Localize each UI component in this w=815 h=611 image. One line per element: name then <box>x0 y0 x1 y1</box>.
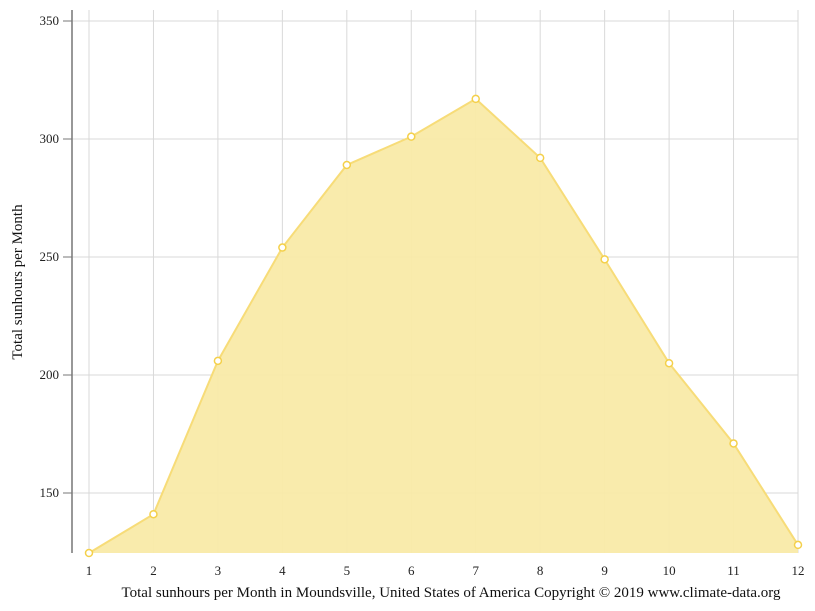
x-tick-label: 1 <box>86 563 93 578</box>
data-point <box>535 153 545 163</box>
data-point <box>342 160 352 170</box>
x-tick-label: 5 <box>344 563 351 578</box>
chart-caption: Total sunhours per Month in Moundsville,… <box>122 585 781 601</box>
x-tick-label: 4 <box>279 563 286 578</box>
data-point <box>664 358 674 368</box>
x-tick-label: 3 <box>215 563 222 578</box>
data-point <box>213 356 223 366</box>
data-point <box>471 94 480 104</box>
sunhours-line <box>88 97 799 554</box>
x-tick-label: 9 <box>601 563 608 578</box>
x-tick-label: 11 <box>727 563 740 578</box>
x-axis-ticks: 1 2 3 4 5 6 7 8 9 10 11 12 <box>86 563 805 578</box>
y-axis-ticks: 150 200 250 300 350 <box>40 13 72 500</box>
x-tick-label: 8 <box>537 563 544 578</box>
y-tick-label: 350 <box>40 13 60 28</box>
x-tick-label: 6 <box>408 563 415 578</box>
y-tick-label: 150 <box>40 485 60 500</box>
data-point <box>600 255 609 264</box>
x-tick-label: 7 <box>472 563 479 578</box>
sunhours-area <box>89 98 798 553</box>
y-tick-label: 200 <box>40 367 60 382</box>
data-point <box>149 509 158 519</box>
y-tick-label: 250 <box>40 249 60 264</box>
data-point <box>793 540 803 550</box>
data-point <box>84 548 94 558</box>
y-tick-label: 300 <box>40 131 60 146</box>
x-tick-label: 12 <box>792 563 805 578</box>
data-point <box>729 439 738 448</box>
data-point-markers <box>84 94 803 558</box>
x-tick-label: 2 <box>150 563 157 578</box>
data-point <box>407 132 416 141</box>
y-axis-label: Total sunhours per Month <box>10 204 26 360</box>
x-tick-label: 10 <box>663 563 676 578</box>
data-point <box>278 243 287 252</box>
